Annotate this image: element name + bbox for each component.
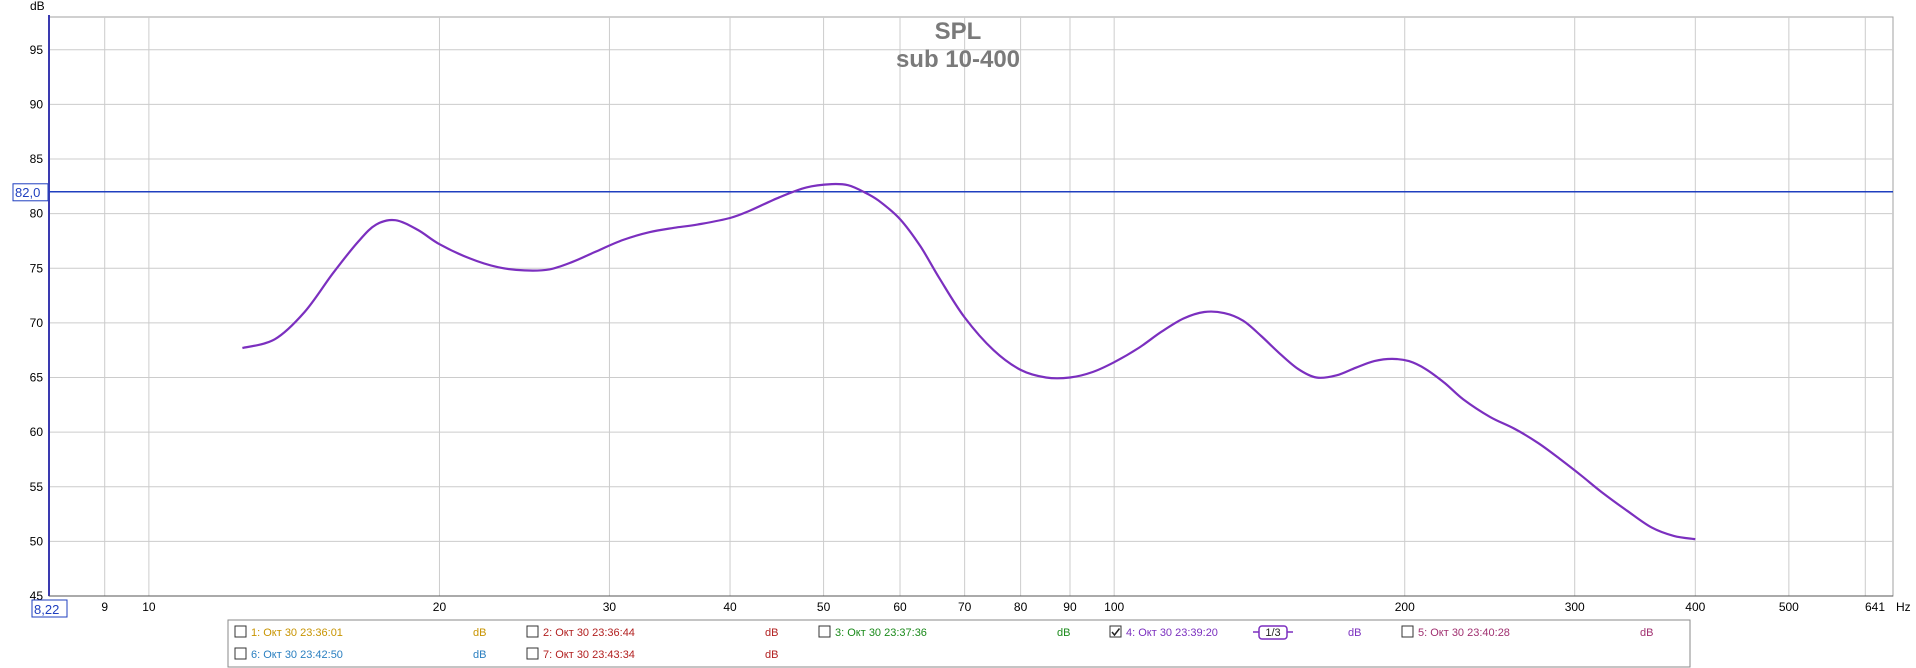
x-tick-label: 20 [433,600,447,614]
legend-label: 3: Окт 30 23:37:36 [835,627,927,639]
y-tick-label: 80 [30,207,44,221]
y-tick-label: 85 [30,152,44,166]
y-tick-label: 55 [30,480,44,494]
legend-unit: dB [473,627,486,639]
x-tick-label: 100 [1104,600,1124,614]
legend-unit: dB [765,649,778,661]
x-tick-label: 500 [1779,600,1799,614]
legend-label: 5: Окт 30 23:40:28 [1418,627,1510,639]
legend-item[interactable]: 2: Окт 30 23:36:44 dB [526,625,778,639]
legend-label: 2: Окт 30 23:36:44 [543,627,635,639]
legend-item[interactable]: 6: Окт 30 23:42:50 dB [234,647,486,661]
legend-checkbox[interactable] [1109,625,1122,638]
legend-unit: dB [1640,627,1653,639]
chart-subtitle: sub 10-400 [896,46,1020,73]
x-axis-unit-label: Hz [1896,600,1911,614]
y-tick-label: 75 [30,261,44,275]
legend-unit: dB [473,649,486,661]
legend-item[interactable]: 7: Окт 30 23:43:34 dB [526,647,778,661]
legend-item[interactable]: 3: Окт 30 23:37:36 dB [818,625,1070,639]
y-tick-label: 65 [30,371,44,385]
series-layer [242,182,1696,541]
x-tick-label: 300 [1565,600,1585,614]
legend-checkbox[interactable] [526,647,539,660]
legend-checkbox[interactable] [1401,625,1414,638]
legend-checkbox[interactable] [526,625,539,638]
legend-unit: dB [765,627,778,639]
smoothing-button[interactable] [1258,625,1288,640]
legend-item[interactable]: 1: Окт 30 23:36:01 dB [234,625,486,639]
legend-unit: dB [1057,627,1070,639]
grid-layer [48,15,1894,597]
legend-box [227,619,1691,668]
x-tick-label: 40 [723,600,737,614]
y-tick-label: 60 [30,425,44,439]
legend-label: 1: Окт 30 23:36:01 [251,627,343,639]
legend-checkbox[interactable] [818,625,831,638]
x-start-readout[interactable]: 8,22 [31,599,68,618]
chart-title: SPL [935,18,982,45]
legend-label: 7: Окт 30 23:43:34 [543,649,635,661]
x-end-tick-label: 641 [1865,600,1885,614]
checkmark-icon [1111,628,1121,637]
legend-item[interactable]: 4: Окт 30 23:39:20 dB 1/3 [1109,625,1361,640]
legend-checkbox[interactable] [234,647,247,660]
legend-label: 4: Окт 30 23:39:20 [1126,627,1218,639]
x-tick-label: 10 [142,600,156,614]
x-tick-label: 9 [101,600,108,614]
y-tick-label: 70 [30,316,44,330]
cursor-value-label: 82,0 [15,185,40,200]
x-start-value-label: 8,22 [34,602,59,617]
plot-frame [48,16,1894,597]
x-tick-label: 80 [1014,600,1028,614]
y-tick-label: 50 [30,534,44,548]
legend-panel: 1: Окт 30 23:36:01 dB 2: Окт 30 23:36:44 dB… [227,619,1691,668]
x-tick-label: 400 [1685,600,1705,614]
legend-checkbox[interactable] [234,625,247,638]
x-tick-label: 60 [893,600,907,614]
legend-label: 6: Окт 30 23:42:50 [251,649,343,661]
cursor-readout[interactable]: 82,0 [12,183,49,202]
x-tick-labels: 9 10 20 30 40 50 60 70 80 90 100 200 300 400 500 641 [101,600,1885,614]
x-tick-label: 70 [958,600,972,614]
y-axis-unit-label: dB [30,0,45,13]
legend-item[interactable]: 5: Окт 30 23:40:28 dB [1401,625,1653,639]
smoothing-label: 1/3 [1265,627,1280,639]
legend-unit: dB [1348,627,1361,639]
x-tick-label: 90 [1063,600,1077,614]
y-tick-label: 95 [30,43,44,57]
x-tick-label: 50 [817,600,831,614]
x-tick-label: 200 [1395,600,1415,614]
y-tick-label: 90 [30,97,44,111]
x-tick-label: 30 [603,600,617,614]
series-line [242,182,1696,541]
